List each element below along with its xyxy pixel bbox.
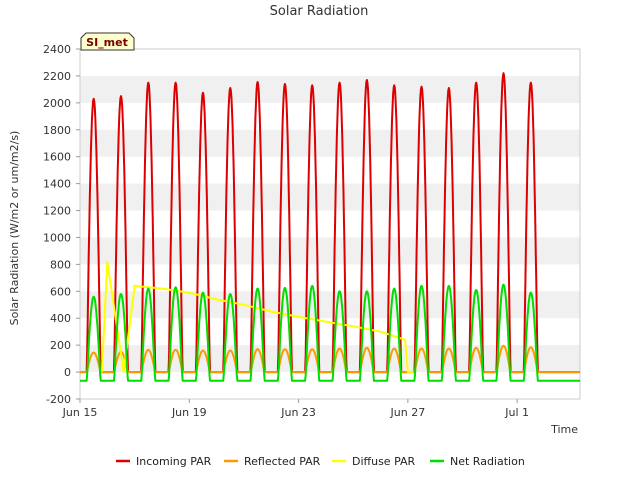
site-badge-label: SI_met bbox=[86, 36, 128, 49]
y-tick-label: 1000 bbox=[43, 231, 71, 244]
x-tick-label: Jun 27 bbox=[390, 406, 426, 419]
y-tick-label: 1800 bbox=[43, 124, 71, 137]
y-axis-ticks: -200 0 200 400 600 800 1000 1200 1400 1600 1800 200… bbox=[43, 43, 80, 406]
y-tick-label: 2000 bbox=[43, 97, 71, 110]
legend-label-net-radiation: Net Radiation bbox=[450, 455, 525, 468]
grid-band bbox=[80, 237, 580, 265]
x-tick-label: Jun 23 bbox=[280, 406, 316, 419]
grid-band bbox=[80, 183, 580, 211]
legend-label-incoming-par: Incoming PAR bbox=[136, 455, 212, 468]
legend-label-diffuse-par: Diffuse PAR bbox=[352, 455, 416, 468]
x-tick-label: Jun 15 bbox=[62, 406, 98, 419]
y-tick-label: 1200 bbox=[43, 205, 71, 218]
y-tick-label: 600 bbox=[50, 285, 71, 298]
y-tick-label: 2200 bbox=[43, 70, 71, 83]
y-tick-label: 0 bbox=[64, 366, 71, 379]
x-tick-label: Jul 1 bbox=[504, 406, 529, 419]
y-tick-label: 200 bbox=[50, 339, 71, 352]
x-axis-label: Time bbox=[550, 423, 578, 436]
plot-frame bbox=[79, 48, 581, 400]
y-tick-label: 800 bbox=[50, 258, 71, 271]
x-tick-label: Jun 19 bbox=[171, 406, 207, 419]
x-axis-ticks: Jun 15 Jun 19 Jun 23 Jun 27 Jul 1 bbox=[62, 399, 529, 419]
series-lines bbox=[79, 72, 581, 382]
y-tick-label: -200 bbox=[46, 393, 71, 406]
series-line-diffuse-par bbox=[100, 260, 414, 374]
y-tick-label: 400 bbox=[50, 312, 71, 325]
y-tick-label: 1600 bbox=[43, 151, 71, 164]
legend-label-reflected-par: Reflected PAR bbox=[244, 455, 321, 468]
y-axis-label: Solar Radiation (W/m2 or um/m2/s) bbox=[8, 131, 21, 326]
chart-title: Solar Radiation bbox=[270, 4, 369, 19]
series-line-net-radiation bbox=[79, 283, 581, 382]
grid-band bbox=[80, 129, 580, 157]
site-badge: SI_met bbox=[80, 32, 135, 51]
legend: Incoming PAR Reflected PAR Diffuse PAR Net … bbox=[116, 455, 525, 468]
y-tick-label: 1400 bbox=[43, 178, 71, 191]
grid-band bbox=[80, 75, 580, 103]
site-badge-box bbox=[80, 32, 135, 51]
y-tick-label: 2400 bbox=[43, 43, 71, 56]
